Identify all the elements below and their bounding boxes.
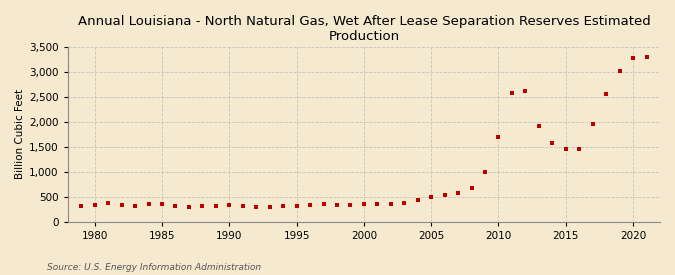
Point (89, 203, 100, 207)
Point (587, 122, 598, 126)
Point (224, 203, 235, 207)
Point (628, 56, 639, 60)
Point (385, 202, 396, 206)
Point (157, 202, 167, 207)
Point (520, 89, 531, 93)
Point (143, 202, 154, 206)
Point (466, 186, 477, 190)
Point (453, 191, 464, 196)
Y-axis label: Billion Cubic Feet: Billion Cubic Feet (15, 89, 25, 179)
Point (184, 205, 194, 209)
Point (345, 203, 356, 207)
Point (614, 69, 625, 74)
Point (291, 204, 302, 208)
Point (480, 170, 491, 174)
Point (506, 91, 517, 95)
Point (116, 203, 127, 207)
Text: Source: U.S. Energy Information Administration: Source: U.S. Energy Information Administ… (47, 263, 261, 272)
Point (170, 204, 181, 208)
Point (358, 202, 369, 207)
Point (547, 141, 558, 145)
Point (641, 55, 652, 60)
Point (439, 193, 450, 197)
Point (265, 205, 275, 209)
Point (601, 92, 612, 96)
Point (76, 204, 86, 208)
Point (493, 135, 504, 139)
Point (412, 198, 423, 202)
Point (103, 201, 113, 206)
Point (372, 202, 383, 206)
Point (304, 203, 315, 207)
Point (197, 204, 208, 208)
Point (318, 202, 329, 206)
Title: Annual Louisiana - North Natural Gas, Wet After Lease Separation Reserves Estima: Annual Louisiana - North Natural Gas, We… (78, 15, 650, 43)
Point (238, 204, 248, 208)
Point (130, 204, 140, 208)
Point (560, 147, 571, 152)
Point (399, 200, 410, 205)
Point (277, 204, 288, 209)
Point (533, 124, 544, 128)
Point (211, 204, 221, 208)
Point (574, 147, 585, 151)
Point (426, 194, 437, 199)
Point (331, 203, 342, 207)
Point (251, 205, 262, 209)
